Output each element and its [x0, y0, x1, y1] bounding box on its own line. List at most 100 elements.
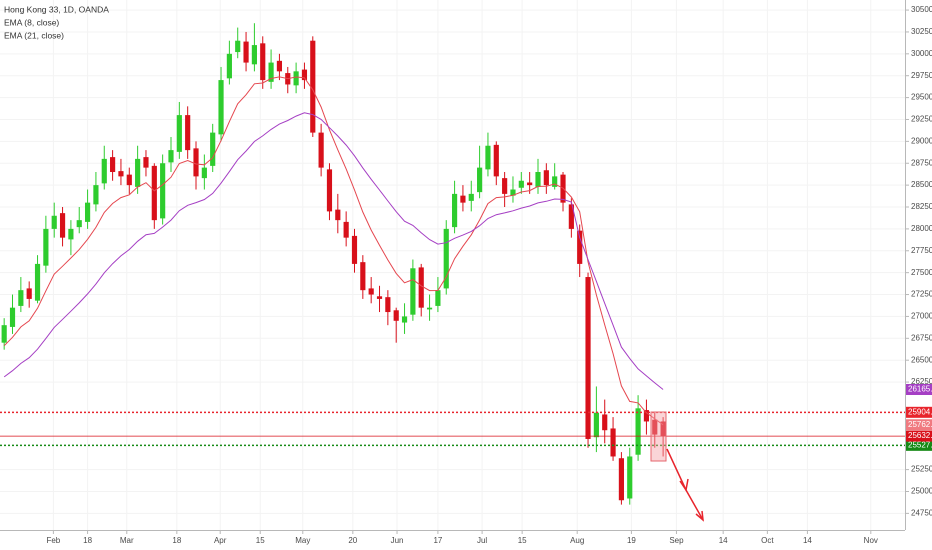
y-tick-label: 25250.0 [911, 465, 932, 474]
x-tick-label: Apr [214, 536, 227, 545]
x-tick-label: Jun [391, 536, 404, 545]
axes: 24750.0 25000.0 25250.0 26250.0 26500.0 26750… [46, 5, 932, 545]
candle-body [376, 296, 383, 299]
candle-body [293, 71, 299, 86]
candle-body [460, 195, 466, 203]
candle-body [310, 40, 316, 133]
candle-body [59, 213, 66, 238]
candle-body [1, 325, 7, 343]
candle-body [143, 157, 149, 168]
candle-body [477, 167, 483, 193]
candle-body [510, 189, 516, 196]
candle-body [543, 170, 549, 186]
candle-body [485, 145, 491, 170]
candle-body [84, 202, 91, 222]
candle-body [201, 167, 207, 179]
candle-body [160, 163, 166, 219]
y-tick-label: 24750.0 [911, 508, 932, 517]
candle-body [360, 262, 366, 291]
y-tick-label: 28000.0 [911, 224, 932, 233]
candle-body [493, 144, 499, 177]
candle-body [426, 307, 433, 310]
x-tick-label: Mar [120, 536, 134, 545]
x-tick-label: 17 [433, 536, 442, 545]
candle-body [593, 412, 599, 438]
ema-price-label-bg [906, 419, 932, 431]
ema-line [3, 112, 664, 390]
level-label-bg [906, 439, 932, 451]
candle-body [610, 428, 616, 457]
legend-entry[interactable]: EMA (8, close) [4, 17, 59, 27]
x-tick-label: Aug [570, 536, 584, 545]
x-tick-label: 15 [256, 536, 265, 545]
candle-body [343, 221, 349, 238]
y-tick-label: 27750.0 [911, 246, 932, 255]
x-tick-label: 14 [803, 536, 812, 545]
candle-body [251, 45, 257, 65]
candle-body [93, 185, 99, 205]
y-tick-label: 27500.0 [911, 268, 932, 277]
candle-body [518, 180, 524, 188]
y-tick-label: 28500.0 [911, 180, 932, 189]
grid [0, 0, 905, 530]
candle-body [43, 228, 49, 266]
candle-body [118, 171, 124, 177]
level-label-bg [906, 406, 932, 418]
candle-body [18, 290, 24, 306]
candle-body [9, 307, 16, 327]
y-tick-label: 27250.0 [911, 290, 932, 299]
x-tick-label: Sep [669, 536, 684, 545]
candle-body [185, 115, 191, 151]
candle-body [318, 132, 324, 168]
y-tick-label: 28250.0 [911, 202, 932, 211]
candle-body [34, 263, 41, 301]
candle-body [535, 171, 541, 187]
last-price-label-bg [906, 430, 932, 442]
level-label: 25527.2 [908, 440, 932, 449]
x-tick-label: 15 [518, 536, 527, 545]
candle-body [243, 41, 249, 63]
candle-body [393, 310, 399, 321]
ema-line [3, 76, 664, 426]
x-tick-label: May [295, 536, 310, 545]
y-tick-label: 30500.0 [911, 5, 932, 14]
candle-body [385, 297, 391, 313]
level-label: 25904.5 [908, 407, 932, 416]
arrow-head [679, 478, 689, 492]
chart-title: Hong Kong 33, 1D, OANDA [4, 4, 109, 14]
candle-body [110, 157, 116, 172]
candle-body [76, 220, 82, 228]
candle-body [527, 182, 533, 186]
candle-body [552, 176, 558, 187]
ema-price-label: 25762.3 [908, 420, 932, 429]
candle-body [568, 204, 574, 229]
candle-body [652, 419, 658, 435]
candle-body [268, 62, 274, 82]
candle-body [585, 277, 591, 439]
x-tick-label: 14 [719, 536, 728, 545]
candle-body [401, 316, 408, 323]
candle-body [135, 158, 141, 187]
candle-body [451, 193, 458, 228]
legend-entry[interactable]: EMA (21, close) [4, 30, 64, 40]
y-tick-label: 30000.0 [911, 49, 932, 58]
candle-body [210, 132, 216, 166]
candle-body [435, 290, 441, 306]
y-tick-label: 29500.0 [911, 93, 932, 102]
y-tick-label: 28750.0 [911, 158, 932, 167]
candle-body [51, 215, 57, 229]
candle-body [151, 165, 157, 221]
plot [0, 23, 905, 505]
candle-body [126, 174, 132, 186]
candle-body [368, 288, 374, 295]
y-tick-label: 29250.0 [911, 115, 932, 124]
candle-body [618, 458, 624, 501]
y-tick-label: 30250.0 [911, 27, 932, 36]
candle-body [468, 193, 474, 201]
candle-body [351, 235, 358, 264]
candle-body [660, 421, 666, 437]
drawing-rectangle[interactable] [650, 411, 667, 462]
candle-body [235, 40, 241, 53]
